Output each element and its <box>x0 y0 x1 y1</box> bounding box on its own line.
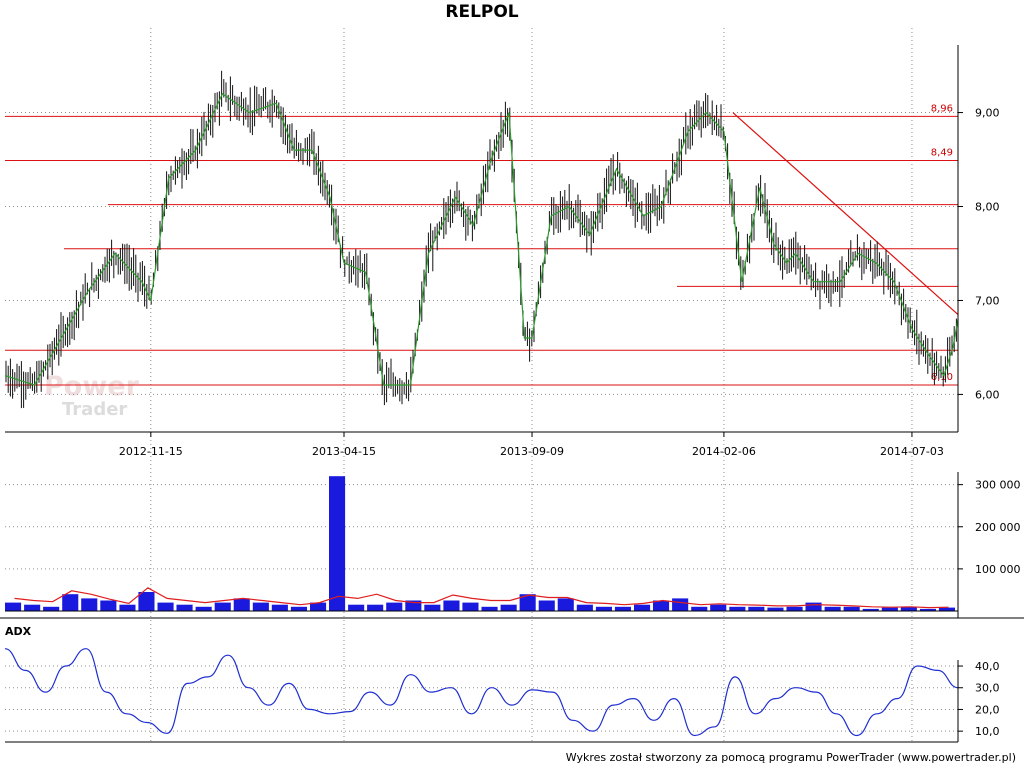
volume-bar <box>43 606 60 611</box>
volume-moving-average <box>14 587 949 609</box>
volume-bar <box>614 606 631 611</box>
volume-bar <box>805 602 822 611</box>
volume-bar <box>481 606 498 611</box>
x-tick-label: 2013-04-15 <box>312 445 376 458</box>
watermark-line1: Power <box>44 371 140 402</box>
y-tick-label: 30,0 <box>975 682 1000 695</box>
volume-bar <box>786 606 803 611</box>
volume-bar <box>843 606 860 611</box>
volume-bar <box>329 476 346 611</box>
volume-bar <box>748 606 765 611</box>
volume-bar <box>176 604 193 611</box>
volume-bar <box>100 600 117 611</box>
volume-bar <box>519 594 536 611</box>
volume-bar <box>443 600 460 611</box>
volume-bar <box>252 602 269 611</box>
y-tick-label: 100 000 <box>975 563 1021 576</box>
y-tick-label: 6,00 <box>975 388 1000 401</box>
level-label: 6,10 <box>931 372 953 383</box>
adx-line <box>4 648 959 737</box>
volume-bar <box>367 604 384 611</box>
volume-bar <box>462 602 479 611</box>
level-label: 8,96 <box>931 103 953 114</box>
volume-bar <box>500 604 517 611</box>
x-tick-label: 2013-09-09 <box>500 445 564 458</box>
volume-bar <box>595 606 612 611</box>
volume-bar <box>119 604 136 611</box>
volume-bar <box>62 594 79 611</box>
adx-panel-label: ADX <box>5 625 32 638</box>
y-tick-label: 9,00 <box>975 107 1000 120</box>
volume-bar <box>576 604 593 611</box>
y-tick-label: 8,00 <box>975 201 1000 214</box>
volume-bar <box>24 604 41 611</box>
volume-bar <box>138 592 155 611</box>
footer-credit: Wykres został stworzony za pomocą progra… <box>566 751 1016 764</box>
y-tick-label: 20,0 <box>975 703 1000 716</box>
adx-panel: 40,0 30,0 20,0 10,0 <box>4 648 1000 743</box>
volume-bar <box>557 598 574 611</box>
volume-bar <box>386 602 403 611</box>
volume-bar <box>634 604 651 611</box>
watermark: Power Trader <box>44 371 140 420</box>
x-tick-label: 2014-07-03 <box>880 445 944 458</box>
volume-bar <box>862 608 879 611</box>
volume-bar <box>824 606 841 611</box>
volume-bar <box>233 598 250 611</box>
volume-bar <box>157 602 174 611</box>
y-tick-label: 300 000 <box>975 479 1021 492</box>
watermark-line2: Trader <box>62 399 127 420</box>
volume-bar <box>81 598 98 611</box>
volume-bar <box>290 606 307 611</box>
volume-bar <box>729 606 746 611</box>
volume-bar <box>672 598 689 611</box>
volume-bar <box>900 606 917 611</box>
volume-bar <box>5 602 22 611</box>
level-label: 8,49 <box>931 147 953 158</box>
y-tick-label: 40,0 <box>975 660 1000 673</box>
x-tick-label: 2014-02-06 <box>692 445 756 458</box>
volume-bar <box>405 600 422 611</box>
volume-bar <box>710 604 727 611</box>
volume-panel: 300 000 200 000 100 000 <box>0 472 1024 619</box>
volume-bar <box>271 604 288 611</box>
chart-title: RELPOL <box>445 2 518 22</box>
volume-bar <box>214 602 231 611</box>
volume-bar <box>691 606 708 611</box>
volume-bar <box>195 606 212 611</box>
volume-bar <box>653 600 670 611</box>
trendline <box>732 112 959 316</box>
volume-bar <box>881 607 898 611</box>
volume-bar <box>348 604 365 611</box>
x-tick-label: 2012-11-15 <box>119 445 183 458</box>
volume-bar <box>767 607 784 611</box>
y-tick-label: 7,00 <box>975 294 1000 307</box>
volume-bar <box>424 604 441 611</box>
price-panel: 2012-11-15 2013-04-15 2013-09-09 2014-02-06… <box>4 28 1000 742</box>
y-tick-label: 10,0 <box>975 725 1000 738</box>
volume-bar <box>538 600 555 611</box>
price-line <box>4 92 959 386</box>
y-tick-label: 200 000 <box>975 521 1021 534</box>
volume-bar <box>310 602 327 611</box>
volume-bar <box>938 607 955 611</box>
volume-bar <box>919 608 936 611</box>
